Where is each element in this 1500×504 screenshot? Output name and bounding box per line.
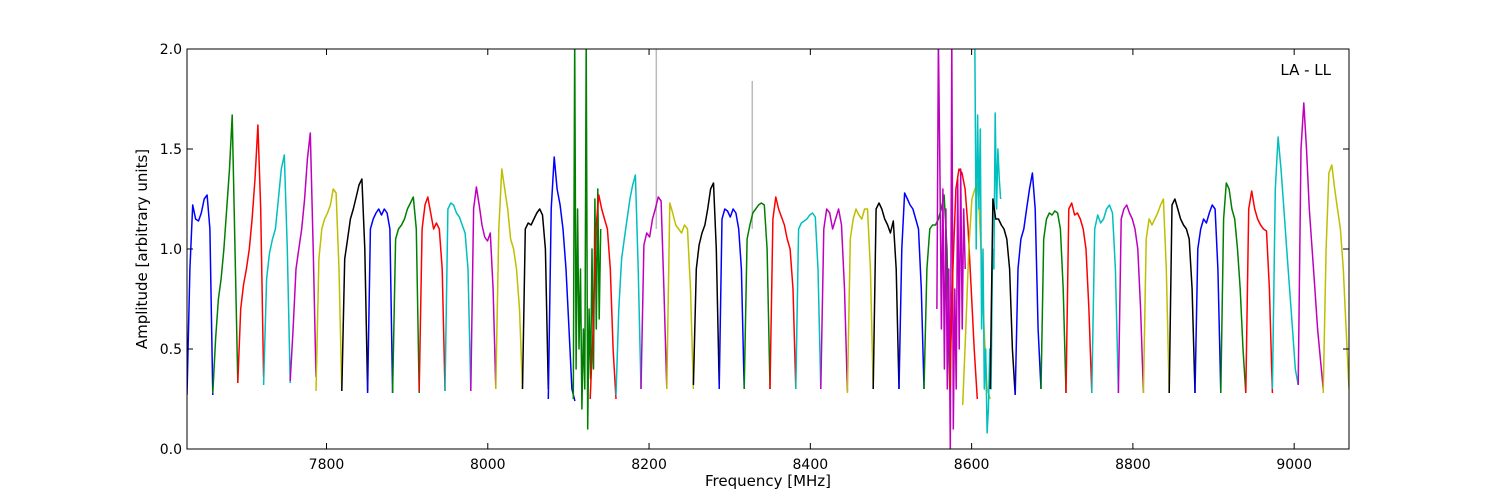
spectrum-segment-13	[521, 208, 550, 390]
spectrum-segment-40	[1142, 198, 1170, 394]
x-tick-label: 8600	[954, 457, 990, 473]
spectrum-segment-33	[974, 49, 1002, 434]
spectrum-segment-2	[237, 124, 265, 384]
spectrum-segment-45	[1271, 136, 1299, 390]
spectrum-segment-27	[872, 202, 900, 390]
spectrum-segment-36	[1040, 210, 1067, 394]
spectrum-segment-43	[1220, 182, 1247, 394]
spectrum-segment-0	[187, 194, 214, 396]
spectrum-segment-5	[315, 188, 343, 392]
spectrum-segment-28	[898, 192, 925, 390]
y-tick-label: 2.0	[160, 42, 182, 58]
spectrum-segment-38	[1091, 204, 1120, 394]
ticks-layer: 7800 8000 8200 8400 8600 8800 9000 0.0 0.5 1.0 1.5…	[160, 42, 1349, 473]
series-layer	[187, 49, 1349, 449]
spectrum-segment-30	[936, 49, 966, 449]
spectrum-segment-19	[666, 202, 695, 390]
y-tick-label: 0.5	[160, 342, 182, 358]
x-tick-label: 7800	[309, 457, 345, 473]
spectrum-segment-41	[1168, 198, 1196, 394]
spectrum-segment-4	[289, 132, 317, 382]
spectrum-segment-21	[718, 208, 745, 390]
spectrum-segment-34	[989, 198, 1016, 396]
chart-annotation: LA - LL	[1280, 61, 1331, 79]
x-tick-label: 8400	[793, 457, 829, 473]
spectrum-segment-22	[743, 202, 771, 390]
spectrum-segment-25	[820, 208, 849, 392]
spectrum-segment-15	[572, 49, 602, 430]
y-axis-label: Amplitude [arbitrary units]	[133, 149, 151, 349]
y-tick-label: 0.0	[160, 442, 182, 458]
spectrum-segment-39	[1117, 204, 1145, 394]
x-tick-label: 8800	[1115, 457, 1151, 473]
spectrum-segment-42	[1194, 204, 1222, 394]
spectrum-segment-47	[1322, 164, 1349, 394]
y-tick-label: 1.0	[160, 242, 182, 258]
spectrum-segment-46	[1297, 102, 1324, 390]
x-axis-label: Frequency [MHz]	[705, 472, 831, 490]
spectrum-segment-18	[640, 196, 668, 390]
spectrum-segment-20	[692, 182, 720, 386]
spectrum-segment-9	[418, 196, 446, 392]
spectrum-segment-37	[1065, 202, 1093, 394]
spectrum-segment-35	[1014, 172, 1042, 396]
spectrum-segment-16	[589, 194, 617, 400]
spectrum-segment-6	[341, 178, 369, 392]
spectrum-segment-12	[495, 168, 524, 390]
spectrum-segment-1	[212, 114, 239, 394]
spectrum-segment-31	[949, 168, 979, 400]
y-tick-label: 1.5	[160, 142, 182, 158]
spectrum-segment-24	[795, 212, 822, 390]
x-tick-label: 8000	[470, 457, 506, 473]
x-tick-label: 8200	[631, 457, 667, 473]
spectrum-segment-3	[262, 154, 291, 386]
spectrum-segment-10	[444, 202, 472, 392]
spectrum-segment-14	[547, 156, 576, 402]
spectrum-segment-44	[1245, 190, 1274, 394]
spectrum-segment-26	[846, 208, 874, 394]
spectrum-segment-17	[615, 174, 642, 396]
spectrum-segment-8	[391, 196, 420, 394]
x-tick-label: 9000	[1276, 457, 1312, 473]
spectrum-segment-23	[769, 196, 797, 390]
spectrum-segment-11	[470, 186, 497, 392]
spectrum-segment-7	[366, 208, 394, 394]
